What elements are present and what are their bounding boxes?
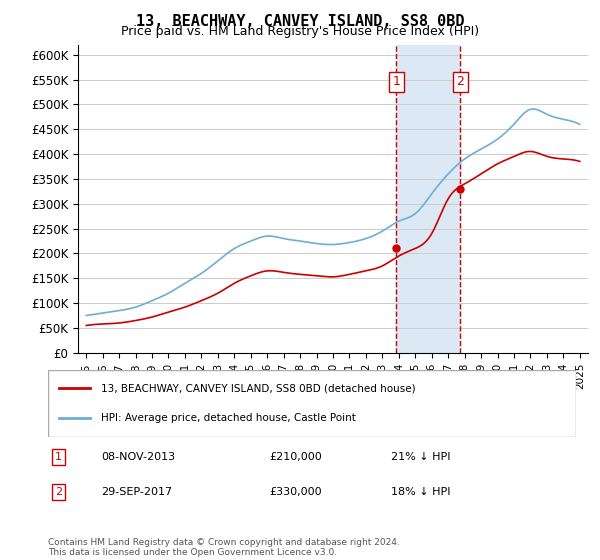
Text: 18% ↓ HPI: 18% ↓ HPI bbox=[391, 487, 451, 497]
Text: Contains HM Land Registry data © Crown copyright and database right 2024.
This d: Contains HM Land Registry data © Crown c… bbox=[48, 538, 400, 557]
Text: 21% ↓ HPI: 21% ↓ HPI bbox=[391, 452, 451, 462]
Text: 1: 1 bbox=[392, 75, 400, 88]
Text: 29-SEP-2017: 29-SEP-2017 bbox=[101, 487, 172, 497]
Text: £210,000: £210,000 bbox=[270, 452, 323, 462]
Bar bbox=[397, 45, 460, 353]
Text: Price paid vs. HM Land Registry's House Price Index (HPI): Price paid vs. HM Land Registry's House … bbox=[121, 25, 479, 38]
Text: 1: 1 bbox=[55, 452, 62, 462]
Text: 13, BEACHWAY, CANVEY ISLAND, SS8 0BD: 13, BEACHWAY, CANVEY ISLAND, SS8 0BD bbox=[136, 14, 464, 29]
Text: 13, BEACHWAY, CANVEY ISLAND, SS8 0BD (detached house): 13, BEACHWAY, CANVEY ISLAND, SS8 0BD (de… bbox=[101, 384, 415, 394]
Text: £330,000: £330,000 bbox=[270, 487, 322, 497]
FancyBboxPatch shape bbox=[48, 370, 576, 437]
Text: 2: 2 bbox=[457, 75, 464, 88]
Text: 2: 2 bbox=[55, 487, 62, 497]
Text: HPI: Average price, detached house, Castle Point: HPI: Average price, detached house, Cast… bbox=[101, 413, 356, 423]
Text: 08-NOV-2013: 08-NOV-2013 bbox=[101, 452, 175, 462]
